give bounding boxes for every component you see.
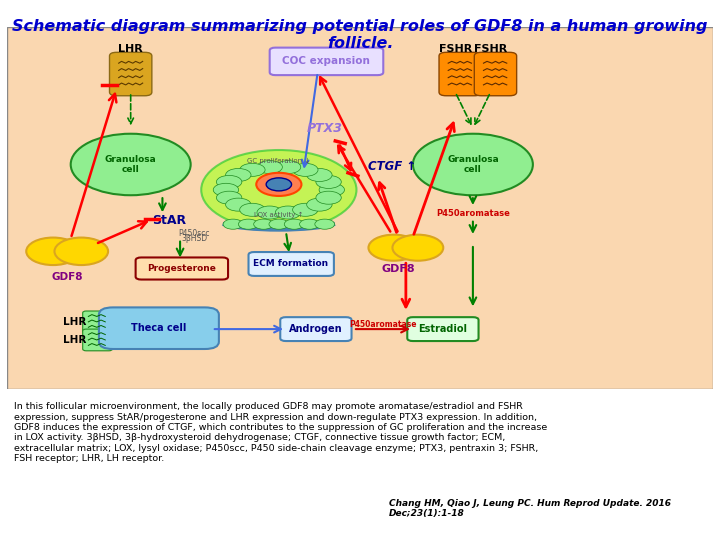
- Text: GDF8: GDF8: [382, 265, 415, 274]
- Text: P450scc: P450scc: [179, 229, 210, 238]
- Circle shape: [213, 183, 238, 197]
- Text: Chang HM, Qiao J, Leung PC. Hum Reprod Update. 2016
Dec;23(1):1-18: Chang HM, Qiao J, Leung PC. Hum Reprod U…: [389, 499, 671, 518]
- FancyBboxPatch shape: [280, 317, 351, 341]
- Circle shape: [307, 198, 332, 211]
- Circle shape: [240, 163, 265, 177]
- Circle shape: [257, 206, 282, 219]
- Text: Granulosa: Granulosa: [447, 154, 499, 164]
- Circle shape: [225, 168, 251, 181]
- Text: LHR: LHR: [63, 317, 86, 327]
- Text: LHR: LHR: [63, 335, 86, 345]
- Text: GDF8: GDF8: [51, 272, 83, 282]
- FancyBboxPatch shape: [83, 329, 112, 351]
- Text: Theca cell: Theca cell: [131, 323, 186, 333]
- Circle shape: [225, 198, 251, 211]
- FancyBboxPatch shape: [135, 258, 228, 280]
- Circle shape: [316, 191, 341, 204]
- Text: cell: cell: [122, 165, 140, 174]
- FancyBboxPatch shape: [439, 52, 482, 96]
- Circle shape: [392, 235, 444, 261]
- Text: P450aromatase: P450aromatase: [436, 209, 510, 218]
- Text: 3βHSD: 3βHSD: [181, 234, 207, 243]
- Text: Progesterone: Progesterone: [147, 264, 216, 273]
- FancyBboxPatch shape: [7, 27, 713, 389]
- Text: FSHR: FSHR: [438, 44, 472, 53]
- Text: P450aromatase: P450aromatase: [348, 320, 416, 329]
- Text: Granulosa: Granulosa: [105, 154, 156, 164]
- Circle shape: [413, 134, 533, 195]
- Circle shape: [266, 178, 292, 191]
- Text: FSHR: FSHR: [474, 44, 507, 53]
- Circle shape: [238, 219, 258, 230]
- Circle shape: [292, 163, 318, 177]
- FancyBboxPatch shape: [248, 252, 334, 276]
- Circle shape: [275, 160, 301, 173]
- Text: In this follicular microenvironment, the locally produced GDF8 may promote aroma: In this follicular microenvironment, the…: [14, 402, 548, 463]
- Circle shape: [253, 219, 274, 230]
- Circle shape: [217, 191, 242, 204]
- FancyBboxPatch shape: [99, 307, 219, 349]
- Text: CTGF ↑: CTGF ↑: [368, 160, 416, 173]
- Circle shape: [256, 173, 302, 196]
- Circle shape: [275, 206, 301, 219]
- Circle shape: [316, 176, 341, 188]
- Text: COC expansion: COC expansion: [282, 56, 370, 66]
- FancyBboxPatch shape: [270, 48, 383, 75]
- Circle shape: [257, 160, 282, 173]
- Text: Androgen: Androgen: [289, 324, 342, 334]
- Text: Estradiol: Estradiol: [418, 324, 467, 334]
- Circle shape: [292, 203, 318, 217]
- Text: LHR: LHR: [118, 44, 143, 53]
- Circle shape: [284, 219, 304, 230]
- Circle shape: [240, 203, 265, 217]
- Text: Schematic diagram summarizing potential roles of GDF8 in a human growing follicl: Schematic diagram summarizing potential …: [12, 19, 708, 51]
- FancyBboxPatch shape: [83, 311, 112, 333]
- Circle shape: [26, 238, 80, 265]
- Text: LOX activity ↑: LOX activity ↑: [254, 212, 304, 218]
- Text: cell: cell: [464, 165, 482, 174]
- Circle shape: [201, 150, 356, 230]
- Circle shape: [217, 176, 242, 188]
- Text: ECM formation: ECM formation: [253, 260, 328, 268]
- Circle shape: [319, 183, 344, 197]
- FancyBboxPatch shape: [474, 52, 517, 96]
- Circle shape: [369, 235, 419, 261]
- Circle shape: [307, 168, 332, 181]
- Circle shape: [315, 219, 335, 230]
- FancyBboxPatch shape: [109, 52, 152, 96]
- Circle shape: [223, 219, 243, 230]
- Circle shape: [71, 134, 191, 195]
- Circle shape: [55, 238, 108, 265]
- FancyBboxPatch shape: [408, 317, 479, 341]
- Text: StAR: StAR: [153, 214, 186, 227]
- Text: PTX3: PTX3: [307, 122, 343, 135]
- Text: GC proliferation ↓: GC proliferation ↓: [247, 158, 310, 164]
- Circle shape: [269, 219, 289, 230]
- Circle shape: [300, 219, 319, 230]
